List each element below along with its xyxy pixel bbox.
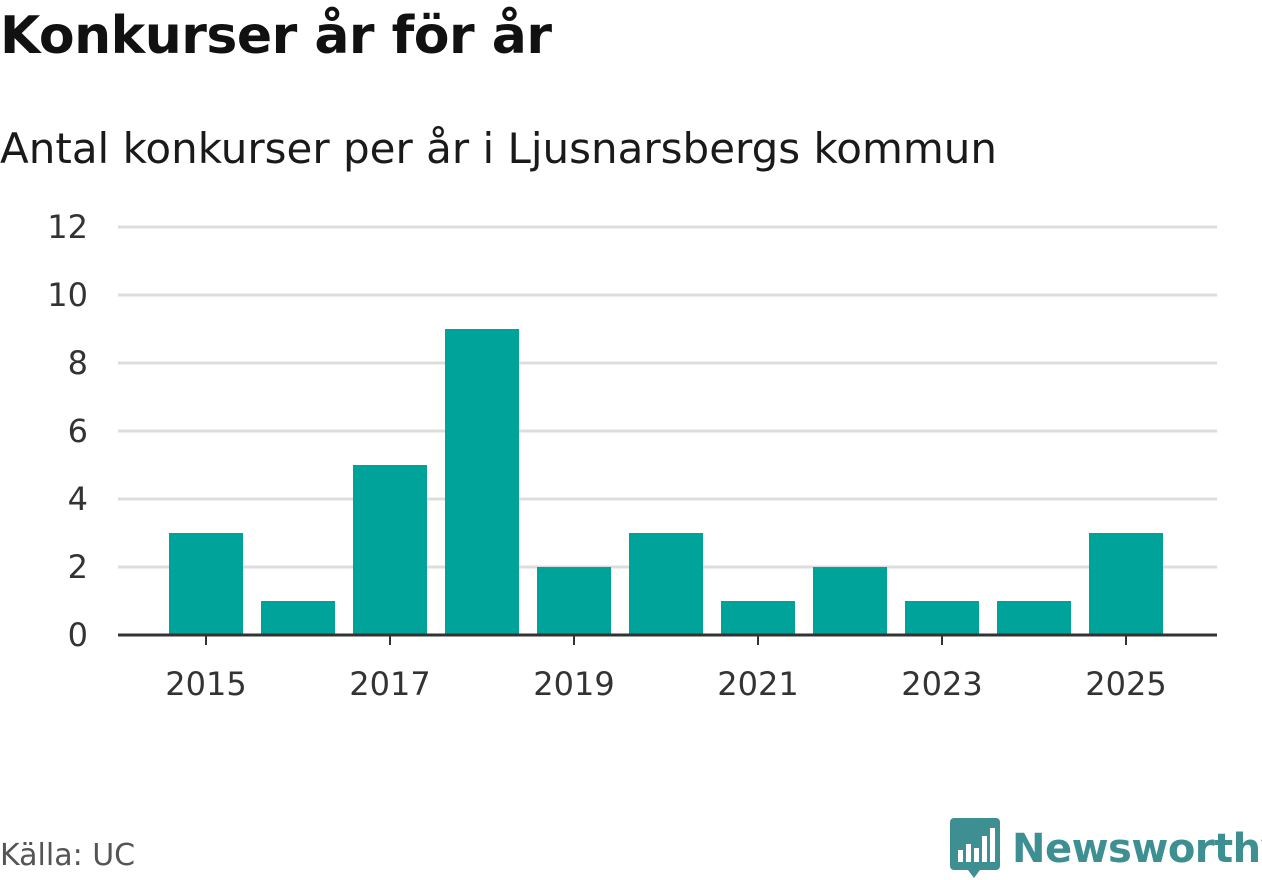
x-tick-label-2017: 2017 (349, 665, 430, 703)
bar-chart-badge-icon (950, 818, 1000, 878)
x-tick-label-2023: 2023 (901, 665, 982, 703)
chart-subtitle: Antal konkurser per år i Ljusnarsbergs k… (0, 124, 998, 173)
bar-2025 (1089, 533, 1163, 635)
bar-2020 (629, 533, 703, 635)
axes (118, 633, 1217, 645)
chart-title: Konkurser år för år (0, 6, 552, 66)
y-tick-label-8: 8 (68, 344, 88, 382)
y-tick-label-6: 6 (68, 412, 88, 450)
x-tick-label-2015: 2015 (165, 665, 246, 703)
source-note: Källa: UC (0, 838, 136, 873)
bar-2016 (261, 601, 335, 635)
y-tick-label-12: 12 (47, 208, 88, 246)
y-tick-label-10: 10 (47, 276, 88, 314)
bar-2019 (537, 567, 611, 635)
brand-logo: Newsworthy (950, 818, 1262, 880)
x-tick-label-2019: 2019 (533, 665, 614, 703)
bar-2022 (813, 567, 887, 635)
brand-name: Newsworthy (1012, 826, 1262, 872)
y-tick-label-4: 4 (68, 480, 88, 518)
x-tick-label-2021: 2021 (717, 665, 798, 703)
bars (169, 329, 1163, 635)
gridlines (118, 225, 1217, 569)
y-tick-label-2: 2 (68, 548, 88, 586)
bar-2017 (353, 465, 427, 635)
y-tick-label-0: 0 (68, 616, 88, 654)
bar-2023 (905, 601, 979, 635)
tick-labels: 0 2 4 6 8 10 12 2015 2017 2019 2021 2023 2025 (47, 208, 1166, 703)
x-tick-label-2025: 2025 (1085, 665, 1166, 703)
bar-2018 (445, 329, 519, 635)
bar-2024 (997, 601, 1071, 635)
bar-2021 (721, 601, 795, 635)
bar-2015 (169, 533, 243, 635)
